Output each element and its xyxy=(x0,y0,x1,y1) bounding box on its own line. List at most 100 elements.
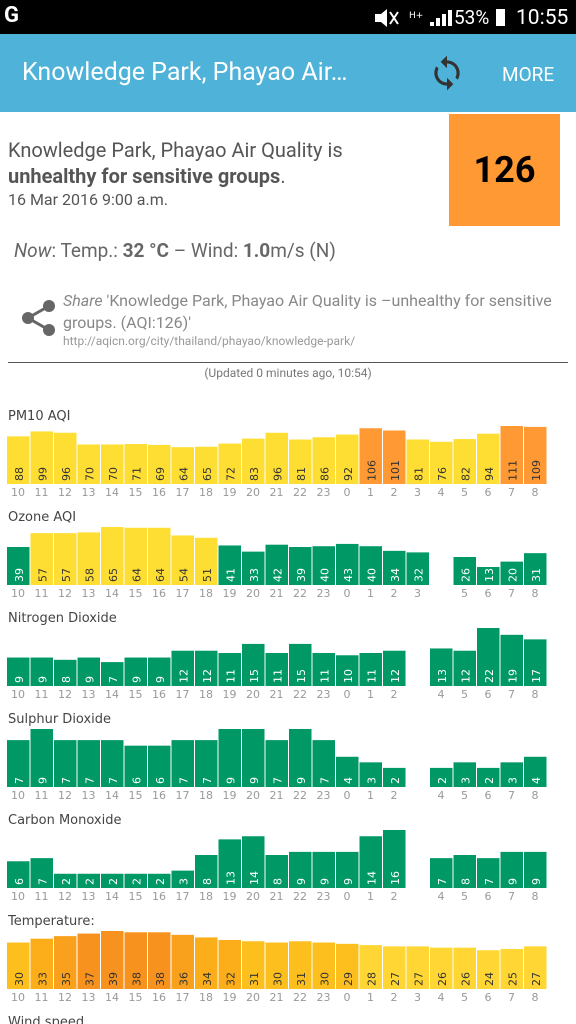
value-label: 94 xyxy=(483,467,496,481)
bar xyxy=(383,650,406,686)
bar xyxy=(500,948,523,989)
charts: PM10 AQI88109911961270137014711569166417… xyxy=(7,409,547,1024)
bar xyxy=(218,729,241,787)
bar xyxy=(77,740,100,787)
bar xyxy=(383,946,406,989)
bar xyxy=(406,439,429,484)
bar xyxy=(265,855,288,888)
x-tick-label: 20 xyxy=(246,688,260,701)
x-tick-label: 10 xyxy=(11,991,25,1004)
x-tick-label: 16 xyxy=(152,991,166,1004)
x-tick-label: 11 xyxy=(35,991,49,1004)
bar xyxy=(477,433,500,484)
x-tick-label: 18 xyxy=(199,587,213,600)
x-tick-label: 1 xyxy=(367,688,374,701)
bar xyxy=(312,740,335,787)
x-tick-label: 16 xyxy=(152,789,166,802)
value-label: 8 xyxy=(60,676,73,683)
value-label: 7 xyxy=(83,777,96,784)
x-tick-label: 7 xyxy=(508,890,515,903)
bar xyxy=(524,553,547,585)
bar xyxy=(242,643,265,686)
bar xyxy=(101,444,124,484)
value-label: 11 xyxy=(224,669,237,683)
value-label: 24 xyxy=(483,972,496,986)
x-tick-label: 16 xyxy=(152,890,166,903)
x-tick-label: 17 xyxy=(176,991,190,1004)
value-label: 8 xyxy=(271,878,284,885)
bar xyxy=(524,851,547,888)
bar xyxy=(430,767,453,787)
value-label: 42 xyxy=(271,568,284,582)
temp-value: 32 °C xyxy=(122,239,169,262)
bar xyxy=(336,434,359,484)
value-label: 7 xyxy=(107,777,120,784)
value-label: 106 xyxy=(365,460,378,481)
bar xyxy=(289,851,312,888)
x-tick-label: 16 xyxy=(152,587,166,600)
value-label: 7 xyxy=(177,777,190,784)
x-tick-label: 8 xyxy=(532,789,539,802)
bar xyxy=(500,426,523,484)
value-label: 7 xyxy=(60,777,73,784)
aqi-box: 126 xyxy=(449,114,560,226)
value-label: 3 xyxy=(506,777,519,784)
value-label: 7 xyxy=(36,878,49,885)
share-icon[interactable] xyxy=(22,300,56,336)
bar xyxy=(383,767,406,787)
value-label: 3 xyxy=(365,777,378,784)
bar xyxy=(30,533,53,585)
wind-value: 1.0 xyxy=(242,239,271,262)
value-label: 28 xyxy=(365,972,378,986)
x-tick-label: 22 xyxy=(293,890,307,903)
x-tick-label: 6 xyxy=(485,486,492,499)
x-tick-label: 23 xyxy=(317,890,331,903)
bar xyxy=(477,628,500,686)
x-tick-label: 15 xyxy=(129,587,143,600)
bar xyxy=(124,873,147,888)
value-label: 6 xyxy=(13,878,26,885)
bar xyxy=(289,643,312,686)
x-tick-label: 13 xyxy=(82,789,96,802)
x-tick-label: 0 xyxy=(344,789,351,802)
value-label: 2 xyxy=(154,878,167,885)
share-text[interactable]: Share 'Knowledge Park, Phayao Air Qualit… xyxy=(63,290,563,334)
x-tick-label: 2 xyxy=(391,688,398,701)
more-button[interactable]: MORE xyxy=(502,63,555,86)
value-label: 34 xyxy=(201,972,214,986)
bar xyxy=(54,740,77,787)
chart-title: PM10 AQI xyxy=(8,409,70,424)
x-tick-label: 4 xyxy=(438,486,445,499)
x-tick-label: 19 xyxy=(223,587,237,600)
value-label: 41 xyxy=(224,568,237,582)
x-tick-label: 8 xyxy=(532,688,539,701)
value-label: 10 xyxy=(342,669,355,683)
bar xyxy=(289,729,312,787)
summary-line1: Knowledge Park, Phayao Air Quality is xyxy=(8,138,343,162)
x-tick-label: 10 xyxy=(11,688,25,701)
x-tick-label: 23 xyxy=(317,789,331,802)
value-label: 20 xyxy=(506,568,519,582)
value-label: 4 xyxy=(530,777,543,784)
bar xyxy=(101,527,124,585)
value-label: 2 xyxy=(107,878,120,885)
bar xyxy=(171,740,194,787)
value-label: 15 xyxy=(248,669,261,683)
x-tick-label: 3 xyxy=(414,587,421,600)
bar xyxy=(500,851,523,888)
x-tick-label: 0 xyxy=(344,486,351,499)
x-tick-label: 18 xyxy=(199,991,213,1004)
bar xyxy=(77,657,100,686)
x-tick-label: 2 xyxy=(391,789,398,802)
value-label: 33 xyxy=(248,568,261,582)
value-label: 30 xyxy=(271,972,284,986)
share-url[interactable]: http://aqicn.org/city/thailand/phayao/kn… xyxy=(63,334,356,348)
value-label: 2 xyxy=(130,878,143,885)
refresh-button[interactable] xyxy=(428,54,466,92)
x-tick-label: 11 xyxy=(35,486,49,499)
x-tick-label: 20 xyxy=(246,486,260,499)
bar xyxy=(124,745,147,787)
bar xyxy=(195,937,218,989)
value-label: 82 xyxy=(459,467,472,481)
